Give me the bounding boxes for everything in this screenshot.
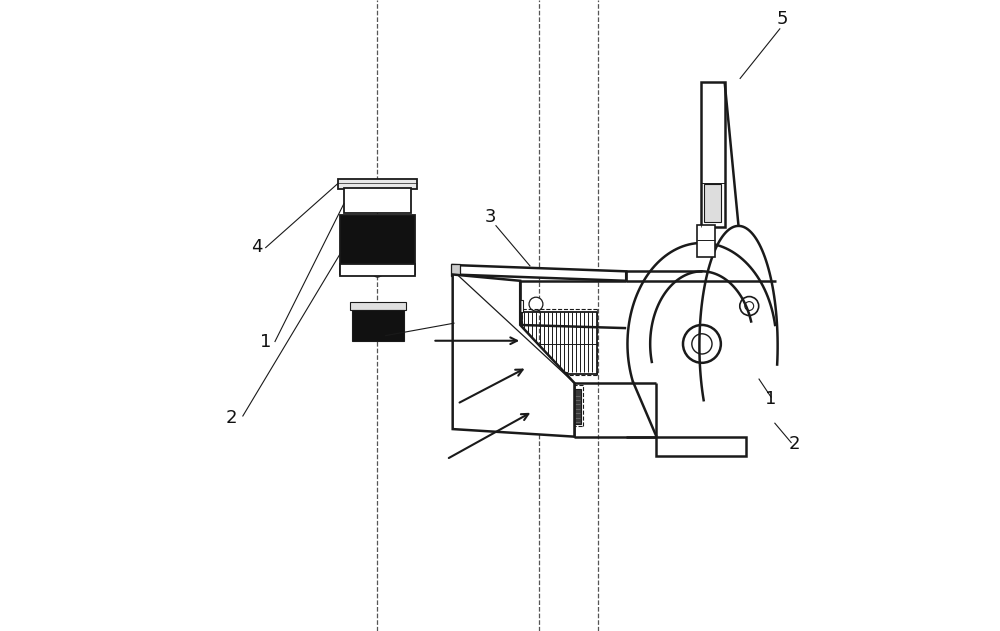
Bar xyxy=(517,300,523,312)
Circle shape xyxy=(533,268,540,274)
Bar xyxy=(340,215,415,274)
Circle shape xyxy=(740,297,759,316)
Circle shape xyxy=(372,199,383,211)
Circle shape xyxy=(683,325,721,363)
Bar xyxy=(704,184,721,222)
Circle shape xyxy=(372,266,383,277)
Text: 3: 3 xyxy=(484,208,496,226)
Bar xyxy=(338,179,417,189)
Polygon shape xyxy=(453,265,626,281)
Text: 3: 3 xyxy=(374,326,385,343)
Bar xyxy=(350,302,406,310)
Text: 4: 4 xyxy=(251,239,262,256)
Text: 2: 2 xyxy=(789,435,800,453)
Bar xyxy=(340,264,415,276)
Polygon shape xyxy=(453,274,574,437)
Bar xyxy=(522,312,597,374)
Bar xyxy=(701,82,725,227)
Bar xyxy=(656,437,746,456)
Bar xyxy=(352,310,404,341)
Text: 5: 5 xyxy=(776,10,788,28)
Bar xyxy=(451,264,460,276)
Circle shape xyxy=(529,297,543,311)
Bar xyxy=(530,372,567,385)
Text: 2: 2 xyxy=(226,409,237,427)
Bar xyxy=(344,188,411,213)
Circle shape xyxy=(692,334,712,354)
Bar xyxy=(697,225,715,257)
Circle shape xyxy=(745,302,754,310)
Text: 1: 1 xyxy=(260,333,272,351)
Text: 1: 1 xyxy=(765,390,776,408)
Bar xyxy=(527,389,581,424)
